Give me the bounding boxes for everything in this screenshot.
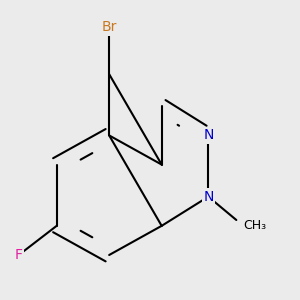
Text: F: F [15, 248, 23, 262]
Text: N: N [203, 128, 214, 142]
Text: CH₃: CH₃ [243, 219, 266, 232]
Text: N: N [203, 190, 214, 204]
Text: Br: Br [101, 20, 117, 34]
